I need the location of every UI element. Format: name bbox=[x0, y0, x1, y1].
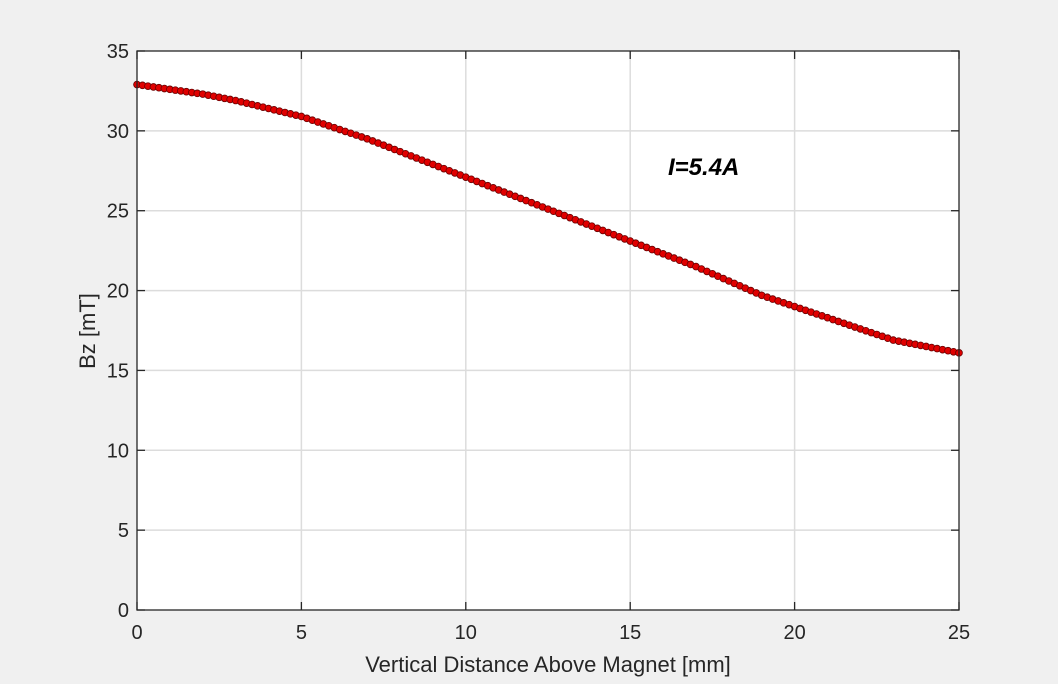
y-tick-label: 25 bbox=[107, 201, 129, 223]
y-tick-label: 0 bbox=[118, 600, 129, 622]
current-annotation: I=5.4A bbox=[668, 154, 739, 181]
x-tick-label: 5 bbox=[296, 622, 307, 644]
y-tick-label: 10 bbox=[107, 440, 129, 462]
y-tick-label: 20 bbox=[107, 281, 129, 303]
tick-labels: 0 5 10 15 20 25 0 5 10 15 20 25 30 35 bbox=[107, 41, 970, 644]
x-tick-label: 15 bbox=[619, 622, 641, 644]
y-axis-label: Bz [mT] bbox=[75, 293, 100, 369]
plot-area bbox=[137, 51, 959, 610]
y-tick-label: 5 bbox=[118, 520, 129, 542]
y-tick-label: 35 bbox=[107, 41, 129, 63]
x-axis-label: Vertical Distance Above Magnet [mm] bbox=[365, 652, 731, 677]
series-layer bbox=[133, 80, 963, 357]
y-tick-label: 30 bbox=[107, 121, 129, 143]
grid-lines bbox=[137, 51, 959, 610]
x-tick-label: 0 bbox=[131, 622, 142, 644]
axes-box bbox=[136, 50, 960, 611]
x-tick-label: 20 bbox=[783, 622, 805, 644]
y-tick-label: 15 bbox=[107, 360, 129, 382]
x-tick-label: 25 bbox=[948, 622, 970, 644]
x-tick-label: 10 bbox=[455, 622, 477, 644]
tick-marks bbox=[136, 50, 960, 611]
